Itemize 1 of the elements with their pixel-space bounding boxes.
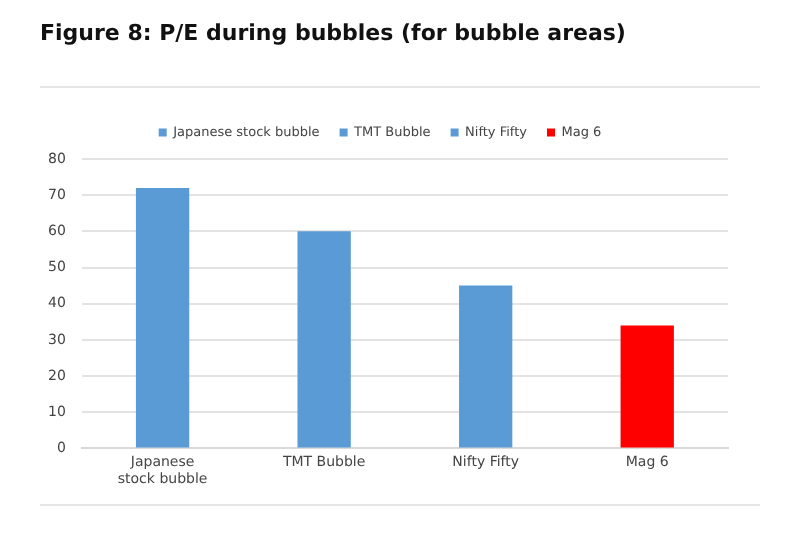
- chart-title: Figure 8: P/E during bubbles (for bubble areas): [40, 20, 626, 46]
